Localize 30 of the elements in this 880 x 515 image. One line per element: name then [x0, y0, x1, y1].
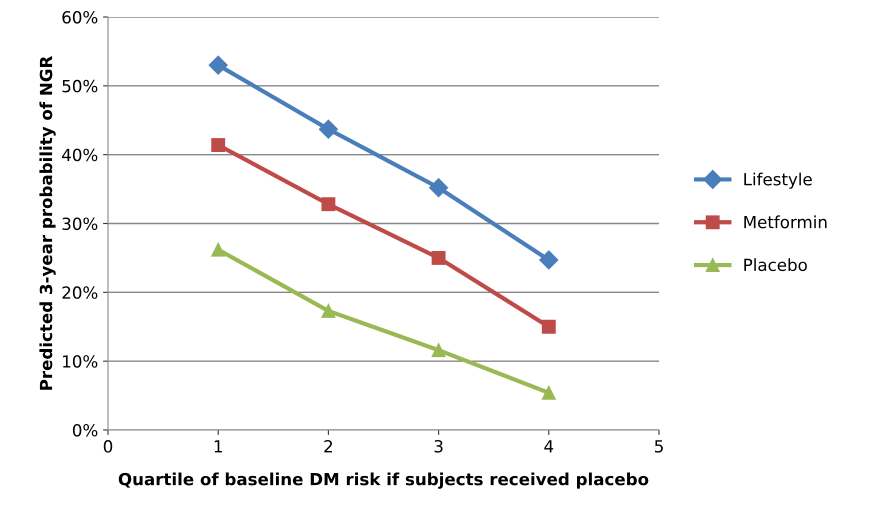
point	[321, 304, 336, 318]
point	[542, 320, 556, 334]
x-tick-label: 2	[324, 440, 332, 452]
legend-label: Metformin	[744, 215, 827, 228]
y-tick-label: 10%	[63, 355, 98, 368]
y-tick-label: 20%	[62, 286, 98, 299]
legend-label: Placebo	[744, 258, 807, 272]
y-axis-title: Predicted 3-year probability of NGR	[39, 56, 56, 390]
point	[318, 120, 338, 139]
x-tick-label: 3	[434, 440, 443, 453]
legend-label: Lifestyle	[744, 172, 812, 189]
point	[542, 386, 556, 400]
x-tick-label: 0	[104, 440, 112, 453]
point	[211, 242, 226, 257]
y-tick-label: 40%	[62, 148, 98, 162]
point	[429, 178, 448, 198]
y-tick-label: 60%	[62, 10, 98, 24]
x-tick-label: 5	[654, 440, 663, 453]
x-tick-label: 4	[544, 440, 554, 452]
x-axis-title: Quartile of baseline DM risk if subjects received placebo	[118, 472, 648, 489]
point	[211, 138, 226, 152]
point	[432, 343, 446, 358]
point	[432, 250, 446, 265]
y-tick-label: 50%	[62, 80, 98, 92]
point	[321, 197, 336, 212]
point	[208, 56, 228, 75]
point	[539, 250, 558, 270]
y-tick-label: 0%	[72, 424, 98, 437]
x-tick-label: 1	[214, 440, 222, 452]
y-tick-label: 30%	[62, 217, 98, 230]
